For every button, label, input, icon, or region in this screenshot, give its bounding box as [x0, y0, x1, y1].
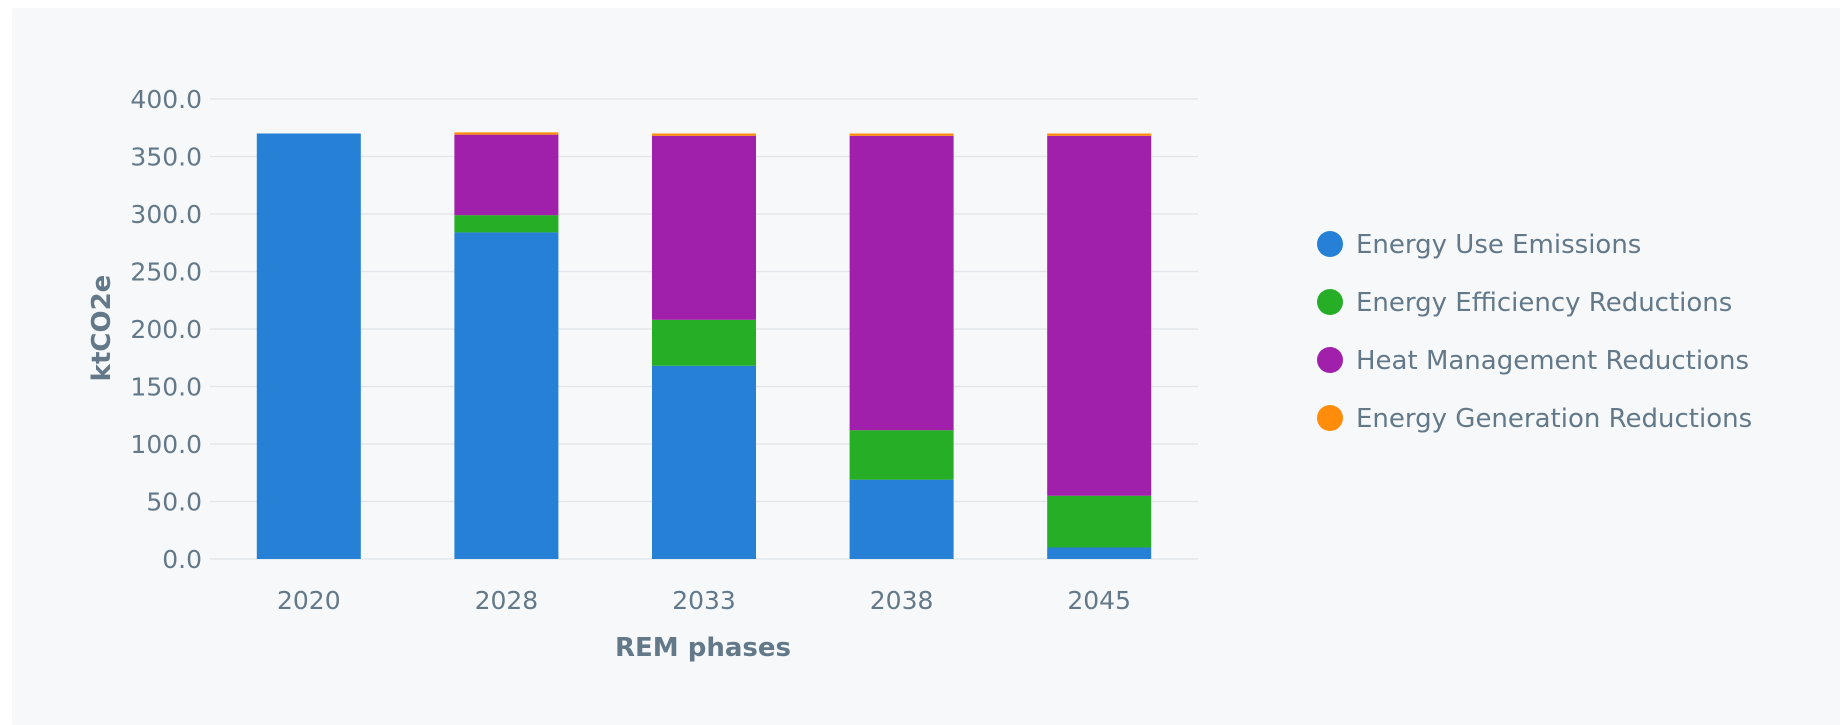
- legend-marker: [1317, 347, 1343, 373]
- legend-item[interactable]: Energy Efficiency Reductions: [1317, 288, 1732, 318]
- bar-segment: [849, 479, 954, 559]
- legend-item[interactable]: Energy Use Emissions: [1317, 230, 1641, 260]
- y-tick-label: 300.0: [130, 200, 202, 229]
- bar-segment: [454, 132, 559, 135]
- x-tick-label: 2045: [1067, 586, 1131, 615]
- y-tick-label: 150.0: [130, 373, 202, 402]
- y-tick-label: 100.0: [130, 430, 202, 459]
- bar-segment: [1047, 135, 1152, 496]
- legend: Energy Use Emissions Energy Efficiency Re…: [1317, 230, 1752, 434]
- bar-segment: [652, 133, 756, 136]
- y-axis-ticks: 0.0 50.0 100.0 150.0 200.0 250.0 300.0 350.0 400…: [130, 85, 202, 574]
- x-tick-label: 2038: [870, 586, 934, 615]
- x-tick-label: 2028: [475, 586, 539, 615]
- y-tick-label: 400.0: [130, 85, 202, 114]
- bar-segment: [454, 215, 559, 233]
- legend-marker: [1317, 289, 1343, 315]
- legend-item[interactable]: Energy Generation Reductions: [1317, 404, 1752, 434]
- y-tick-label: 200.0: [130, 315, 202, 344]
- y-tick-label: 50.0: [146, 488, 202, 517]
- bar-segment: [849, 135, 954, 431]
- y-tick-label: 0.0: [162, 545, 202, 574]
- legend-label: Energy Generation Reductions: [1356, 404, 1752, 434]
- bar-segment: [256, 133, 361, 559]
- y-axis-title: ktCO2e: [87, 275, 117, 382]
- bar-segment: [652, 319, 756, 366]
- bar-segment: [1047, 495, 1152, 548]
- legend-item[interactable]: Heat Management Reductions: [1317, 346, 1749, 376]
- bar-segment: [1047, 133, 1152, 136]
- legend-label: Energy Use Emissions: [1356, 230, 1641, 260]
- x-axis-title: REM phases: [615, 633, 791, 663]
- bar-segment: [652, 365, 756, 559]
- bar-segment: [849, 430, 954, 480]
- bar-segment: [849, 133, 954, 136]
- x-tick-label: 2020: [277, 586, 341, 615]
- legend-label: Energy Efficiency Reductions: [1356, 288, 1732, 318]
- bar-segment: [454, 232, 559, 559]
- bar-segment: [454, 134, 559, 216]
- bar-segment: [1047, 547, 1152, 559]
- legend-marker: [1317, 405, 1343, 431]
- x-axis-ticks: 2020 2028 2033 2038 2045: [277, 586, 1131, 615]
- legend-label: Heat Management Reductions: [1356, 346, 1749, 376]
- y-tick-label: 350.0: [130, 143, 202, 172]
- bars: [256, 132, 1152, 559]
- x-tick-label: 2033: [672, 586, 736, 615]
- bar-segment: [652, 135, 756, 320]
- legend-marker: [1317, 231, 1343, 257]
- y-tick-label: 250.0: [130, 258, 202, 287]
